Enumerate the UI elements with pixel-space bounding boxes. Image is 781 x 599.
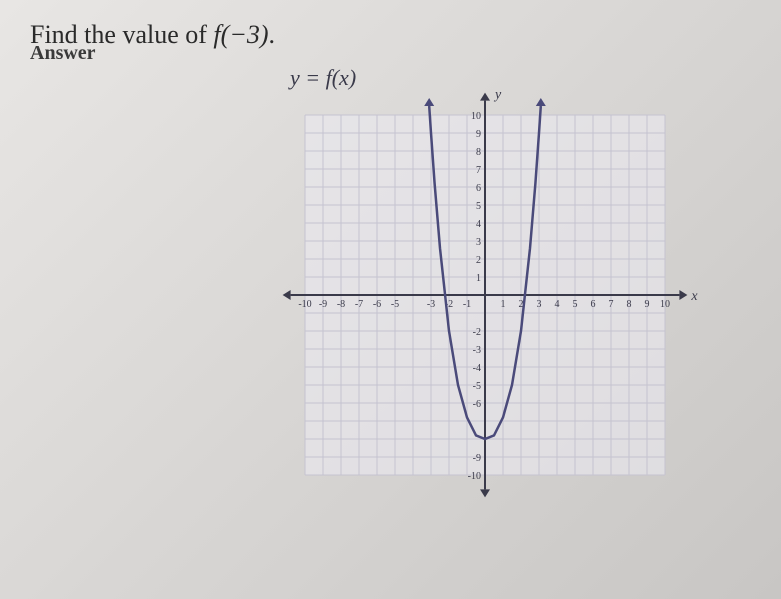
svg-text:5: 5	[573, 299, 578, 310]
answer-label: Answer	[30, 42, 96, 65]
svg-text:10: 10	[471, 111, 481, 122]
svg-text:9: 9	[476, 129, 481, 140]
svg-text:1: 1	[501, 299, 506, 310]
svg-text:-5: -5	[473, 381, 481, 392]
svg-text:6: 6	[476, 183, 481, 194]
svg-text:-6: -6	[473, 399, 481, 410]
svg-text:7: 7	[609, 299, 614, 310]
graph: yx12345678910-2-3-4-5-6-9-1012345678910-…	[270, 75, 700, 515]
question-func: f	[213, 20, 220, 49]
svg-text:-5: -5	[391, 299, 399, 310]
svg-text:3: 3	[476, 237, 481, 248]
page-content: Find the value of f(−3). y = f(x) yx1234…	[0, 0, 781, 85]
question-arg: (−3)	[221, 20, 269, 49]
question-text: Find the value of f(−3).	[30, 20, 751, 50]
svg-text:-6: -6	[373, 299, 381, 310]
svg-text:-7: -7	[355, 299, 363, 310]
svg-text:y: y	[493, 88, 502, 103]
graph-svg: yx12345678910-2-3-4-5-6-9-1012345678910-…	[270, 75, 700, 515]
svg-text:x: x	[690, 289, 698, 304]
svg-text:5: 5	[476, 201, 481, 212]
svg-text:9: 9	[645, 299, 650, 310]
svg-text:8: 8	[476, 147, 481, 158]
svg-text:4: 4	[555, 299, 560, 310]
svg-text:-2: -2	[473, 327, 481, 338]
svg-text:-4: -4	[473, 363, 481, 374]
question-suffix: .	[269, 20, 276, 49]
svg-text:-3: -3	[427, 299, 435, 310]
svg-text:-8: -8	[337, 299, 345, 310]
svg-text:-9: -9	[473, 453, 481, 464]
svg-text:10: 10	[660, 299, 670, 310]
svg-text:3: 3	[537, 299, 542, 310]
svg-text:-10: -10	[468, 471, 481, 482]
svg-text:4: 4	[476, 219, 481, 230]
svg-text:-1: -1	[463, 299, 471, 310]
svg-text:7: 7	[476, 165, 481, 176]
svg-text:8: 8	[627, 299, 632, 310]
svg-text:-3: -3	[473, 345, 481, 356]
svg-text:1: 1	[476, 273, 481, 284]
svg-text:6: 6	[591, 299, 596, 310]
svg-text:-10: -10	[298, 299, 311, 310]
svg-text:-9: -9	[319, 299, 327, 310]
svg-text:2: 2	[476, 255, 481, 266]
